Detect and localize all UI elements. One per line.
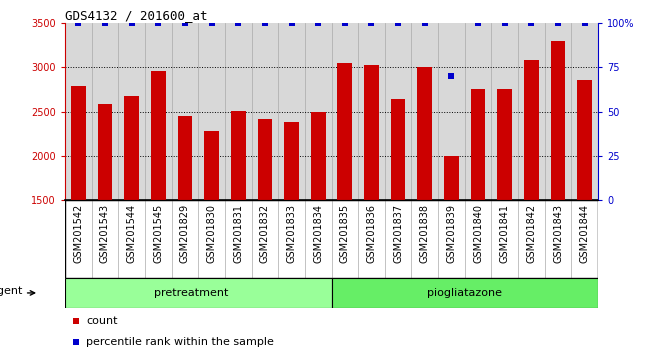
Bar [231,110,246,200]
Text: GSM201834: GSM201834 [313,204,323,263]
Bar [124,97,139,200]
Text: GDS4132 / 201600_at: GDS4132 / 201600_at [65,9,207,22]
Bar [151,71,166,200]
Bar [177,116,192,200]
Bar [471,89,486,200]
Bar [577,80,592,200]
Bar [311,113,326,200]
Bar [444,156,459,200]
Text: pretreatment: pretreatment [155,288,229,298]
Bar [417,67,432,200]
Text: GSM201545: GSM201545 [153,204,163,263]
Text: GSM201841: GSM201841 [500,204,510,263]
Bar [524,60,539,200]
Text: GSM201842: GSM201842 [526,204,536,263]
Bar [332,278,598,308]
Bar [98,104,112,200]
Bar [497,89,512,200]
Text: GSM201544: GSM201544 [127,204,136,263]
Bar [337,63,352,200]
Text: GSM201836: GSM201836 [367,204,376,263]
Bar [284,122,299,200]
Text: agent: agent [0,286,23,296]
Bar [391,99,406,200]
Text: count: count [86,316,118,326]
Bar [204,131,219,200]
Text: GSM201543: GSM201543 [100,204,110,263]
Text: GSM201838: GSM201838 [420,204,430,263]
Text: GSM201832: GSM201832 [260,204,270,263]
Bar [551,41,566,200]
Text: GSM201833: GSM201833 [287,204,296,263]
Text: GSM201542: GSM201542 [73,204,83,263]
Bar [257,119,272,200]
Text: GSM201840: GSM201840 [473,204,483,263]
Text: GSM201831: GSM201831 [233,204,243,263]
Text: GSM201843: GSM201843 [553,204,563,263]
Bar [364,65,379,200]
Text: GSM201839: GSM201839 [447,204,456,263]
Text: GSM201844: GSM201844 [580,204,590,263]
Text: piogliatazone: piogliatazone [427,288,502,298]
Bar [71,86,86,200]
Text: GSM201835: GSM201835 [340,204,350,263]
Text: percentile rank within the sample: percentile rank within the sample [86,337,274,348]
Text: GSM201829: GSM201829 [180,204,190,263]
Bar [65,278,332,308]
Text: GSM201830: GSM201830 [207,204,216,263]
Text: GSM201837: GSM201837 [393,204,403,263]
